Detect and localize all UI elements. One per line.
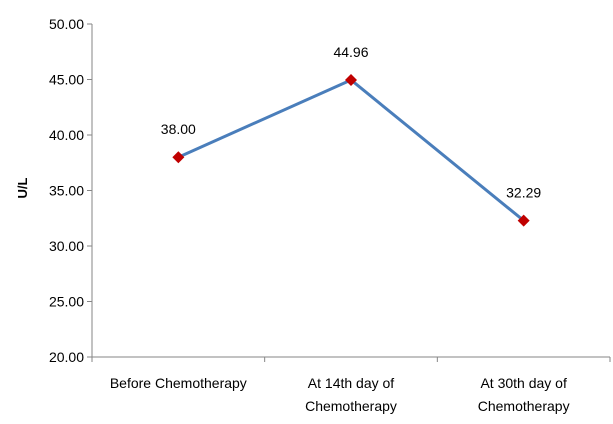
y-tick-label: 40.00 [49, 127, 84, 143]
y-tick-label: 35.00 [49, 183, 84, 199]
y-axis: 20.00 25.00 30.00 35.00 40.00 45.00 50.00 [49, 16, 93, 365]
data-label: 44.96 [333, 44, 368, 60]
data-label: 32.29 [506, 185, 541, 201]
data-label: 38.00 [161, 121, 196, 137]
data-point-marker [345, 73, 357, 86]
y-tick-label: 45.00 [49, 72, 84, 88]
y-tick-label: 30.00 [49, 238, 84, 254]
data-point-marker [517, 214, 530, 227]
x-category-label: Before Chemotherapy [110, 375, 247, 391]
x-axis: Before Chemotherapy At 14th day of Chemoth… [91, 356, 611, 414]
data-point-marker [172, 151, 185, 164]
y-tick-label: 50.00 [49, 16, 84, 32]
x-category-label: At 30th day of Chemotherapy [478, 375, 570, 414]
y-tick-label: 25.00 [49, 294, 84, 310]
series-line [177, 78, 525, 222]
y-tick-label: 20.00 [49, 349, 84, 365]
series-group: 38.00 44.96 32.29 [161, 44, 541, 227]
y-axis-title: U/L [15, 177, 30, 198]
x-category-label: At 14th day of Chemotherapy [305, 375, 397, 414]
